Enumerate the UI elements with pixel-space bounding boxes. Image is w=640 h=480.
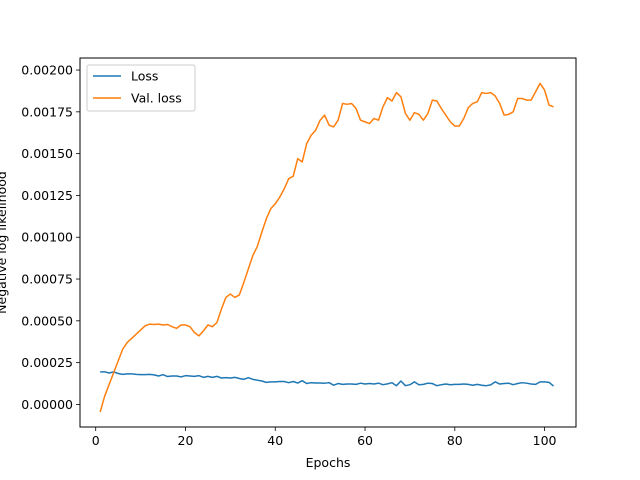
x-axis-label: Epochs	[306, 455, 351, 470]
y-axis-label: Negative log likelihood	[0, 171, 9, 314]
y-tick-label: 0.00050	[21, 313, 73, 328]
x-tick-label: 100	[533, 433, 557, 448]
y-tick-label: 0.00200	[21, 63, 73, 78]
series-line-loss	[100, 371, 555, 387]
y-tick-label: 0.00075	[21, 272, 73, 287]
legend-label-loss: Loss	[131, 69, 158, 84]
y-tick-label: 0.00150	[21, 146, 73, 161]
axes-frame	[79, 57, 577, 428]
series-line-val-loss	[99, 82, 554, 413]
x-tick-label: 40	[267, 433, 283, 448]
y-tick-label: 0.00000	[21, 397, 73, 412]
y-tick-label: 0.00025	[21, 355, 73, 370]
y-axis-ticks: 0.00000 0.00025 0.00050 0.00075 0.00100 0.001…	[21, 63, 80, 412]
x-tick-label: 80	[447, 433, 463, 448]
legend-label-val-loss: Val. loss	[131, 91, 182, 106]
x-tick-label: 0	[92, 433, 100, 448]
series-layer	[99, 82, 555, 413]
y-tick-label: 0.00100	[21, 230, 73, 245]
x-axis-ticks: 0 20 40 60 80 100	[92, 427, 557, 448]
x-tick-label: 60	[357, 433, 373, 448]
y-tick-label: 0.00125	[21, 188, 73, 203]
x-tick-label: 20	[178, 433, 194, 448]
legend: Loss Val. loss	[86, 64, 196, 112]
y-tick-label: 0.00175	[21, 104, 73, 119]
